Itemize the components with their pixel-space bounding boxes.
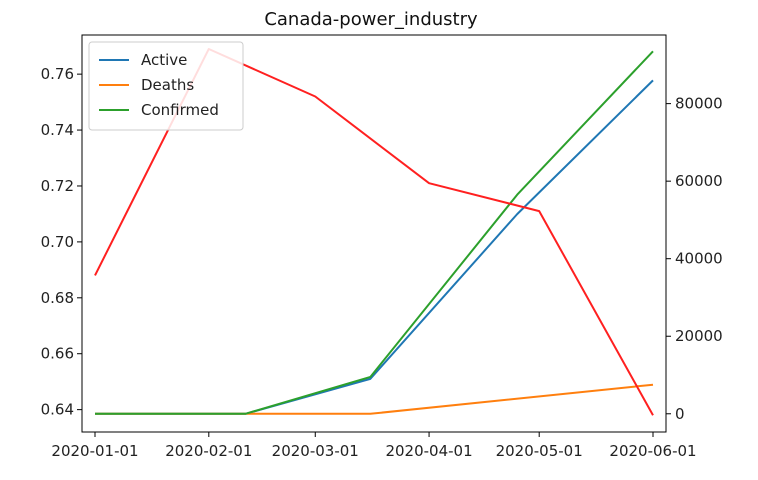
- right-axis: 0 20000 40000 60000 80000: [666, 95, 723, 423]
- left-tick-label: 0.72: [41, 177, 74, 195]
- left-tick-label: 0.66: [41, 345, 74, 363]
- x-tick-label: 2020-06-01: [609, 442, 696, 460]
- legend: Active Deaths Confirmed: [88, 41, 244, 131]
- x-axis: 2020-01-01 2020-02-01 2020-03-01 2020-04-01…: [51, 432, 697, 460]
- left-tick-label: 0.76: [41, 65, 74, 83]
- plot-frame: [81, 34, 667, 433]
- chart-title: Canada-power_industry: [264, 9, 478, 30]
- left-tick-label: 0.68: [41, 289, 74, 307]
- right-tick-label: 20000: [675, 327, 723, 345]
- x-tick-label: 2020-02-01: [165, 442, 252, 460]
- legend-label-deaths: Deaths: [141, 76, 194, 94]
- legend-label-active: Active: [141, 51, 187, 69]
- right-tick-label: 80000: [675, 95, 723, 113]
- left-tick-label: 0.70: [41, 233, 74, 251]
- right-tick-label: 0: [675, 405, 685, 423]
- x-tick-label: 2020-05-01: [496, 442, 583, 460]
- x-tick-label: 2020-01-01: [51, 442, 138, 460]
- x-tick-label: 2020-03-01: [272, 442, 359, 460]
- left-tick-label: 0.64: [41, 401, 74, 419]
- left-axis: 0.64 0.66 0.68 0.70 0.72 0.74 0.76: [41, 65, 82, 419]
- legend-box: [88, 41, 244, 131]
- series-lines: [94, 47, 654, 416]
- legend-label-confirmed: Confirmed: [141, 101, 219, 119]
- right-tick-label: 60000: [675, 172, 723, 190]
- series-line-deaths: [95, 383, 654, 415]
- series-line-confirmed: [95, 50, 654, 415]
- x-tick-label: 2020-04-01: [385, 442, 472, 460]
- left-tick-label: 0.74: [41, 121, 74, 139]
- right-tick-label: 40000: [675, 250, 723, 268]
